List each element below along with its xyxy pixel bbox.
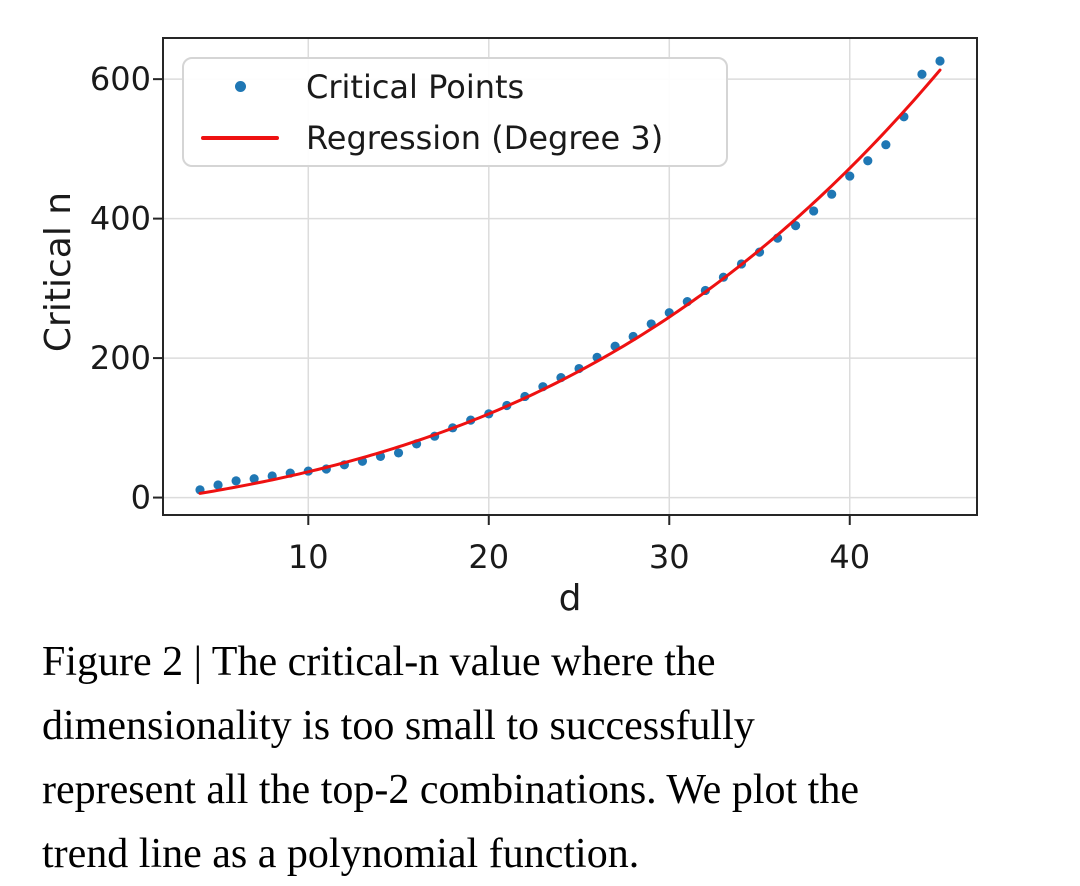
chart-legend: Critical Points Regression (Degree 3): [182, 57, 728, 167]
scatter-point: [827, 189, 837, 199]
y-axis-label: Critical n: [38, 191, 79, 353]
scatter-point: [917, 69, 927, 79]
scatter-point: [863, 156, 873, 166]
y-tick-label: 600: [90, 60, 151, 98]
scatter-point: [845, 171, 855, 181]
scatter-dot-icon: [234, 81, 246, 92]
y-tick-label: 200: [90, 339, 151, 377]
critical-n-chart: 10 20 30 40 0 200 400 600 d Critical n Critical…: [38, 37, 978, 619]
x-tick-label: 40: [829, 538, 870, 576]
scatter-point: [393, 448, 404, 458]
legend-marker-cell: [184, 81, 296, 92]
scatter-point: [809, 206, 819, 216]
legend-entry-regression: Regression (Degree 3): [184, 112, 726, 163]
legend-marker-cell: [184, 135, 296, 140]
regression-line-icon: [201, 135, 279, 140]
legend-label-regression: Regression (Degree 3): [306, 118, 664, 157]
scatter-point: [231, 476, 241, 486]
legend-label-critical-points: Critical Points: [306, 67, 525, 106]
legend-entry-critical-points: Critical Points: [184, 61, 726, 112]
plot-spines: [162, 37, 978, 516]
scatter-point: [213, 480, 223, 490]
scatter-point: [935, 56, 945, 66]
y-tick-label: 400: [90, 200, 151, 238]
scatter-point: [881, 140, 891, 150]
regression-line: [198, 68, 942, 495]
y-tick-label: 0: [131, 479, 151, 517]
scatter-point: [249, 474, 259, 484]
x-tick-label: 20: [468, 538, 509, 576]
x-tick-label: 10: [288, 538, 329, 576]
x-axis-label: d: [558, 578, 582, 619]
x-tick-label: 30: [649, 538, 690, 576]
scatter-point: [791, 220, 801, 231]
figure-caption: Figure 2 | The critical-n value where th…: [42, 639, 859, 877]
